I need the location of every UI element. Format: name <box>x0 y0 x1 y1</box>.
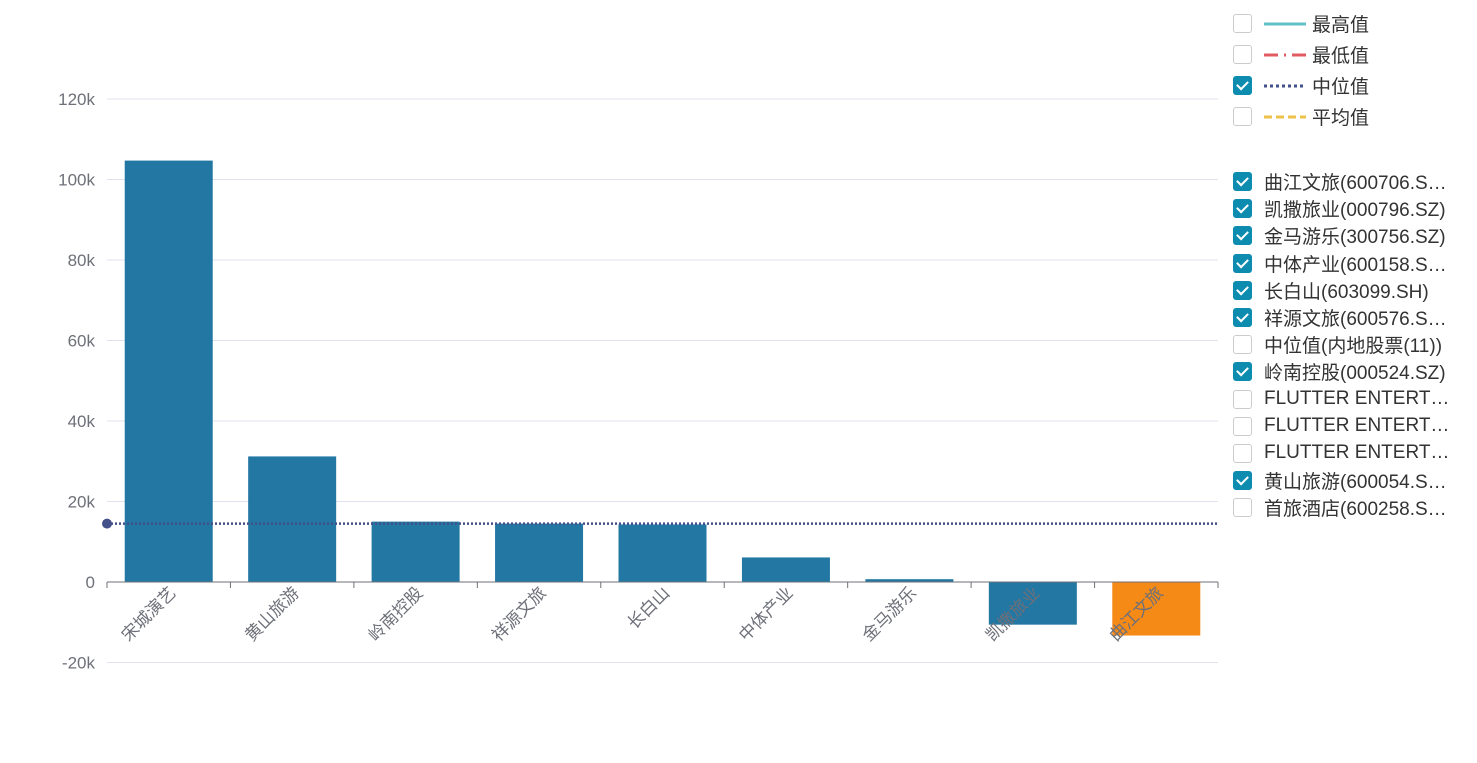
line-style-swatch <box>1264 115 1306 118</box>
checkbox[interactable] <box>1233 14 1252 33</box>
legend-label: 岭南控股(000524.SZ) <box>1264 363 1446 385</box>
bar <box>618 524 707 582</box>
stat-legend: 最高值 最低值 中位值 平均值 <box>1233 8 1449 132</box>
legend-item-series[interactable]: FLUTTER ENTERT… <box>1233 386 1449 413</box>
y-tick-label: 40k <box>68 412 96 431</box>
y-tick-label: 120k <box>58 90 95 109</box>
legend-label: FLUTTER ENTERT… <box>1264 442 1450 464</box>
line-style-swatch <box>1264 84 1306 87</box>
legend-item-series[interactable]: 中位值(内地股票(11)) <box>1233 331 1449 358</box>
bar <box>741 557 830 582</box>
legend-item-series[interactable]: 祥源文旅(600576.S… <box>1233 304 1449 331</box>
legend-item-stat[interactable]: 最高值 <box>1233 8 1449 39</box>
bar <box>248 456 337 582</box>
checkbox[interactable] <box>1233 335 1252 355</box>
legend-item-series[interactable]: 岭南控股(000524.SZ) <box>1233 358 1449 385</box>
checkbox[interactable] <box>1233 416 1252 436</box>
legend-item-series[interactable]: FLUTTER ENTERT… <box>1233 413 1449 440</box>
bar <box>865 579 954 582</box>
checkbox[interactable] <box>1233 498 1252 518</box>
legend-item-stat[interactable]: 平均值 <box>1233 101 1449 132</box>
legend-item-stat[interactable]: 中位值 <box>1233 70 1449 101</box>
legend-label: 最低值 <box>1312 46 1370 67</box>
legend-label: 平均值 <box>1312 108 1370 129</box>
bar <box>124 160 213 582</box>
x-tick-label: 长白山 <box>624 583 673 632</box>
x-tick-label: 宋城演艺 <box>118 583 180 645</box>
y-tick-label: 20k <box>68 493 96 512</box>
checkbox[interactable] <box>1233 280 1252 300</box>
legend-item-series[interactable]: 长白山(603099.SH) <box>1233 277 1449 304</box>
legend-item-series[interactable]: 黄山旅游(600054.S… <box>1233 467 1449 494</box>
y-tick-label: 100k <box>58 171 95 190</box>
legend-label: 中位值(内地股票(11)) <box>1264 336 1443 358</box>
line-style-swatch <box>1264 53 1306 56</box>
median-line-marker <box>102 518 112 529</box>
legend-item-series[interactable]: 金马游乐(300756.SZ) <box>1233 222 1449 249</box>
legend-label: 长白山(603099.SH) <box>1264 281 1429 303</box>
x-tick-label: 黄山旅游 <box>241 583 303 645</box>
legend-label: 凯撒旅业(000796.SZ) <box>1264 200 1446 222</box>
x-tick-label: 岭南控股 <box>365 583 427 645</box>
checkbox[interactable] <box>1233 443 1252 463</box>
legend-label: 中体产业(600158.S… <box>1264 254 1447 276</box>
checkbox[interactable] <box>1233 362 1252 382</box>
y-tick-label: 0 <box>86 573 95 592</box>
legend-label: 中位值 <box>1312 77 1370 98</box>
legend-label: 黄山旅游(600054.S… <box>1264 472 1447 494</box>
bar <box>1112 582 1201 636</box>
legend-label: 最高值 <box>1312 15 1370 36</box>
checkbox[interactable] <box>1233 253 1252 273</box>
y-tick-label: -20k <box>62 654 96 673</box>
checkbox[interactable] <box>1233 107 1252 126</box>
checkbox[interactable] <box>1233 199 1252 219</box>
bar <box>495 523 584 582</box>
legend-label: 金马游乐(300756.SZ) <box>1264 227 1446 249</box>
legend-item-series[interactable]: 凯撒旅业(000796.SZ) <box>1233 195 1449 222</box>
checkbox[interactable] <box>1233 172 1252 192</box>
x-tick-label: 中体产业 <box>735 583 797 645</box>
checkbox[interactable] <box>1233 76 1252 95</box>
legend-label: 首旅酒店(600258.S… <box>1264 499 1447 521</box>
checkbox[interactable] <box>1233 389 1252 409</box>
legend-label: 祥源文旅(600576.S… <box>1264 309 1447 331</box>
legend-item-series[interactable]: 首旅酒店(600258.S… <box>1233 494 1449 521</box>
legend-item-series[interactable]: 曲江文旅(600706.S… <box>1233 168 1449 195</box>
legend-item-series[interactable]: 中体产业(600158.S… <box>1233 250 1449 277</box>
series-legend: 曲江文旅(600706.S… 凯撒旅业(000796.SZ) 金马游乐(3007… <box>1233 168 1449 521</box>
bar <box>371 521 460 582</box>
legend-item-series[interactable]: FLUTTER ENTERT… <box>1233 440 1449 467</box>
x-tick-label: 金马游乐 <box>859 583 921 645</box>
checkbox[interactable] <box>1233 308 1252 328</box>
x-tick-label: 祥源文旅 <box>488 583 550 645</box>
legend-label: FLUTTER ENTERT… <box>1264 388 1450 410</box>
bar <box>988 582 1077 625</box>
y-tick-label: 60k <box>68 332 96 351</box>
legend-label: FLUTTER ENTERT… <box>1264 415 1450 437</box>
checkbox[interactable] <box>1233 45 1252 64</box>
legend-item-stat[interactable]: 最低值 <box>1233 39 1449 70</box>
checkbox[interactable] <box>1233 471 1252 491</box>
checkbox[interactable] <box>1233 226 1252 246</box>
y-tick-label: 80k <box>68 251 96 270</box>
legend: 最高值 最低值 中位值 平均值 曲江文旅(600706.S… 凯撒旅业(0007… <box>1233 8 1449 521</box>
line-style-swatch <box>1264 22 1306 25</box>
legend-label: 曲江文旅(600706.S… <box>1264 173 1447 195</box>
